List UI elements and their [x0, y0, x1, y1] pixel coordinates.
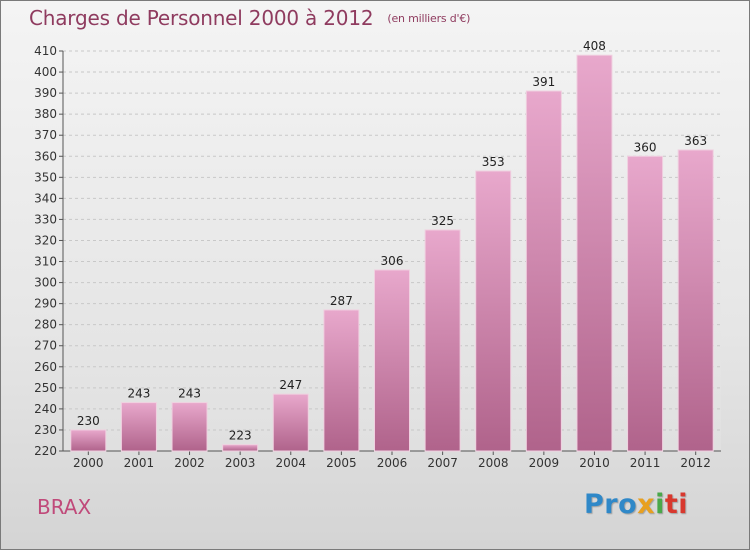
x-tick-label: 2006 [377, 456, 408, 470]
y-tick-label: 300 [34, 276, 57, 290]
bar [222, 444, 259, 452]
bar-value-label: 360 [634, 140, 657, 154]
y-tick-label: 260 [34, 360, 57, 374]
y-tick-label: 220 [34, 444, 57, 458]
chart-subtitle: (en milliers d'€) [387, 12, 471, 25]
x-tick-label: 2012 [680, 456, 711, 470]
axes: 220 230 240 250 260 270 280 290 300 310 320 330 340 3… [34, 44, 721, 470]
x-tick-label: 2010 [579, 456, 610, 470]
y-tick-label: 230 [34, 423, 57, 437]
bar-value-label: 223 [229, 429, 252, 443]
x-tick-label: 2003 [225, 456, 256, 470]
y-tick-label: 270 [34, 339, 57, 353]
x-tick-label: 2009 [529, 456, 560, 470]
bar [525, 90, 562, 452]
bar [576, 54, 613, 452]
y-tick-label: 370 [34, 128, 57, 142]
bar [70, 429, 107, 452]
bar [424, 229, 461, 452]
y-tick-label: 330 [34, 212, 57, 226]
data-labels: 230 243 243 223 247 287 306 325 353 391 408 360 363 [77, 39, 707, 442]
bar [171, 402, 208, 452]
bar-value-label: 325 [431, 214, 454, 228]
bar-value-label: 391 [532, 75, 555, 89]
y-tick-label: 280 [34, 318, 57, 332]
proxiti-logo[interactable]: Proxiti [584, 489, 689, 520]
x-tick-label: 2008 [478, 456, 509, 470]
y-tick-label: 310 [34, 255, 57, 269]
city-name: BRAX [37, 495, 92, 519]
bars [70, 54, 714, 452]
x-tick-label: 2005 [326, 456, 357, 470]
y-tick-label: 340 [34, 191, 57, 205]
bar-value-label: 243 [178, 387, 201, 401]
bar-value-label: 353 [482, 155, 505, 169]
x-tick-label: 2011 [630, 456, 661, 470]
x-tick-label: 2002 [174, 456, 205, 470]
y-tick-label: 360 [34, 149, 57, 163]
x-tick-label: 2001 [124, 456, 155, 470]
bar [677, 149, 714, 452]
bar [627, 155, 664, 452]
bar-value-label: 287 [330, 294, 353, 308]
bar [374, 269, 410, 452]
bar-value-label: 306 [381, 254, 404, 268]
y-tick-label: 390 [34, 86, 57, 100]
x-tick-label: 2007 [427, 456, 458, 470]
y-tick-label: 240 [34, 402, 57, 416]
bar-value-label: 230 [77, 414, 100, 428]
bar-value-label: 247 [279, 378, 302, 392]
bar [475, 170, 512, 452]
y-tick-label: 400 [34, 65, 57, 79]
y-tick-label: 380 [34, 107, 57, 121]
x-tick-label: 2004 [275, 456, 306, 470]
bar [120, 402, 157, 452]
bar-value-label: 408 [583, 39, 606, 53]
bar [323, 309, 360, 452]
y-tick-label: 320 [34, 233, 57, 247]
y-tick-label: 350 [34, 170, 57, 184]
chart-title-text: Charges de Personnel 2000 à 2012 [29, 6, 374, 30]
x-tick-label: 2000 [73, 456, 104, 470]
y-tick-label: 410 [34, 44, 57, 58]
y-tick-label: 250 [34, 381, 57, 395]
bar-value-label: 363 [684, 134, 707, 148]
y-tick-label: 290 [34, 297, 57, 311]
bar [272, 393, 309, 452]
chart-title: Charges de Personnel 2000 à 2012 (en mill… [29, 6, 470, 30]
bar-value-label: 243 [127, 387, 150, 401]
